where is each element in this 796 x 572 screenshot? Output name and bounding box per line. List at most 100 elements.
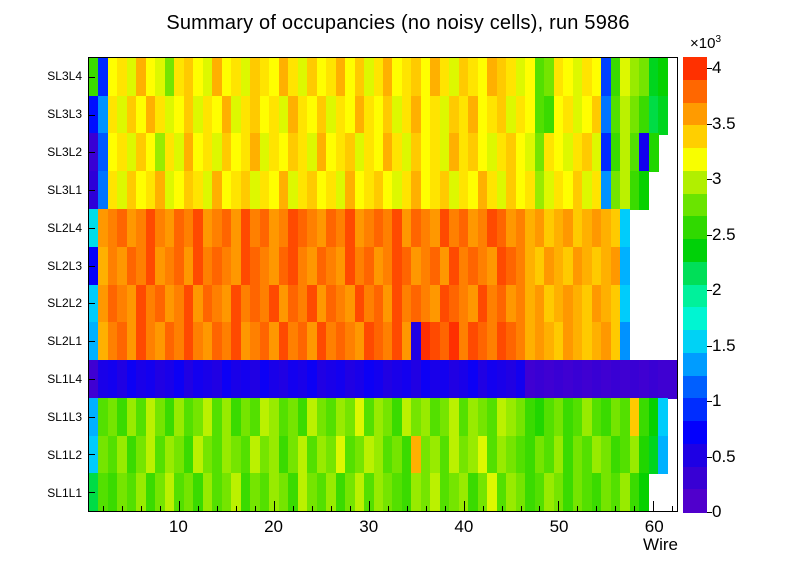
heatmap-cell [544, 397, 555, 437]
heatmap-cell [601, 435, 612, 475]
heatmap-cell [136, 284, 147, 324]
y-axis-label: SL1L2 [47, 448, 82, 463]
heatmap-cell [250, 473, 261, 511]
heatmap-cell [183, 322, 194, 362]
heatmap-cell [250, 58, 261, 97]
heatmap-cell [164, 208, 175, 248]
heatmap-cell [278, 473, 289, 511]
heatmap-cell [212, 322, 223, 362]
heatmap-cell [563, 58, 574, 97]
heatmap-cell [164, 133, 175, 173]
heatmap-cell [515, 208, 526, 248]
heatmap-cell [145, 359, 156, 399]
colorbar-segment [683, 421, 707, 446]
heatmap-cell [525, 473, 536, 511]
heatmap-cell [430, 397, 441, 437]
heatmap-cell [515, 95, 526, 135]
colorbar-segment [683, 57, 707, 82]
heatmap-cell [591, 246, 602, 286]
colorbar-tick [707, 290, 712, 292]
heatmap-cell [145, 284, 156, 324]
heatmap-cell [401, 95, 412, 135]
heatmap-cell [126, 58, 137, 97]
y-axis-label: SL3L3 [47, 106, 82, 121]
heatmap-cell [468, 397, 479, 437]
heatmap-cell [373, 246, 384, 286]
heatmap-cell [278, 322, 289, 362]
heatmap-cell [648, 359, 659, 399]
heatmap-cell [582, 95, 593, 135]
heatmap-cell [212, 359, 223, 399]
heatmap-cell [250, 246, 261, 286]
colorbar-exponent: ×103 [690, 34, 721, 52]
heatmap-cell [601, 133, 612, 173]
heatmap-cell [174, 435, 185, 475]
heatmap-cell [98, 473, 109, 511]
heatmap-cell [155, 171, 166, 211]
heatmap-cell [515, 284, 526, 324]
heatmap-cell [563, 435, 574, 475]
heatmap-cell [269, 473, 280, 511]
heatmap-cell [629, 95, 640, 135]
heatmap-cell [534, 435, 545, 475]
heatmap-cell [202, 208, 213, 248]
heatmap-cell [117, 208, 128, 248]
colorbar-tick [707, 512, 712, 513]
heatmap-cell [107, 208, 118, 248]
x-axis-minor-tick [198, 506, 200, 511]
heatmap-cell [297, 95, 308, 135]
x-axis-minor-tick [577, 506, 579, 511]
y-axis-tick [89, 341, 95, 343]
heatmap-cell [259, 359, 270, 399]
heatmap-cell [221, 322, 232, 362]
heatmap-cell [439, 397, 450, 437]
heatmap-cell [136, 359, 147, 399]
heatmap-cell [297, 171, 308, 211]
heatmap-cell [639, 359, 650, 399]
x-axis-major-tick [558, 501, 560, 511]
x-axis-minor-tick [672, 506, 674, 511]
heatmap-cell [354, 322, 365, 362]
heatmap-cell [468, 473, 479, 511]
heatmap-cell [221, 171, 232, 211]
heatmap-cell [364, 397, 375, 437]
heatmap-cell [136, 58, 147, 97]
heatmap-cell [364, 359, 375, 399]
chart-title: Summary of occupancies (no noisy cells),… [166, 12, 630, 34]
colorbar-tick-label: 1.5 [712, 335, 736, 355]
heatmap-cell [126, 246, 137, 286]
heatmap-cell [126, 473, 137, 511]
heatmap-cell [98, 171, 109, 211]
colorbar-segment [683, 170, 707, 195]
heatmap-cell [610, 171, 621, 211]
heatmap-cell [202, 322, 213, 362]
heatmap-cell [155, 208, 166, 248]
y-axis-label: SL2L1 [47, 334, 82, 349]
y-axis-label: SL3L2 [47, 144, 82, 159]
heatmap-cell [269, 397, 280, 437]
heatmap-cell [496, 397, 507, 437]
heatmap-cell [364, 58, 375, 97]
heatmap-cell [477, 246, 488, 286]
heatmap-cell [373, 133, 384, 173]
x-axis-major-tick [463, 501, 465, 511]
heatmap-cell [98, 58, 109, 97]
heatmap-cell [383, 359, 394, 399]
heatmap-cell [420, 284, 431, 324]
heatmap-cell [411, 435, 422, 475]
heatmap-cell [221, 133, 232, 173]
heatmap-cell [202, 359, 213, 399]
x-axis-minor-tick [103, 506, 105, 511]
heatmap-cell [354, 435, 365, 475]
heatmap-cell [354, 208, 365, 248]
heatmap-cell [658, 397, 669, 437]
heatmap-cell [98, 397, 109, 437]
heatmap-cell [383, 435, 394, 475]
x-axis-minor-tick [444, 506, 446, 511]
heatmap-cell [307, 58, 318, 97]
heatmap-cell [458, 397, 469, 437]
heatmap-cell [515, 133, 526, 173]
heatmap-cell [212, 246, 223, 286]
y-axis-tick [89, 114, 95, 116]
colorbar-tick-label: 2 [712, 280, 722, 300]
